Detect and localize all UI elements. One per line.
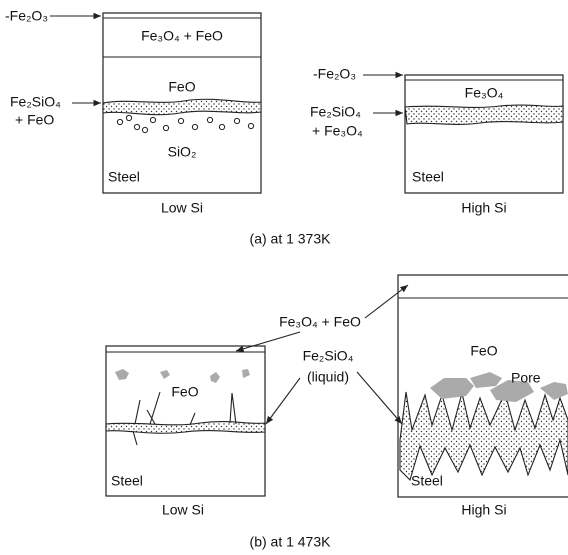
label: Fe₂SiO₄ xyxy=(303,348,354,364)
cracks xyxy=(133,392,236,445)
pores xyxy=(430,372,568,402)
caption: High Si xyxy=(461,502,506,518)
label: Fe₃O₄ + FeO xyxy=(279,314,361,330)
label: + FeO xyxy=(15,112,54,128)
interface-band xyxy=(405,105,563,124)
particles xyxy=(117,115,253,132)
interface-band xyxy=(103,99,261,114)
arrow xyxy=(357,372,402,424)
label: + Fe₃O₄ xyxy=(312,123,363,139)
arrow xyxy=(365,285,408,318)
label: Steel xyxy=(412,169,444,185)
label: Fe₃O₄ + FeO xyxy=(141,28,223,44)
arrow xyxy=(236,332,300,351)
label: Fe₂SiO₄ xyxy=(310,104,361,120)
label: Steel xyxy=(111,473,143,489)
label: Steel xyxy=(108,169,140,185)
pores xyxy=(115,369,250,383)
panel-b-low: FeO Steel Low Si xyxy=(106,346,265,518)
label: Fe₂SiO₄ xyxy=(10,94,61,110)
label: Steel xyxy=(411,473,443,489)
label: SiO₂ xyxy=(168,144,197,160)
label: (liquid) xyxy=(307,369,349,385)
label: Pore xyxy=(511,370,541,386)
label: -Fe₂O₃ xyxy=(313,66,356,82)
caption: (a) at 1 373K xyxy=(250,231,332,247)
caption: (b) at 1 473K xyxy=(250,534,332,550)
label: Fe₃O₄ xyxy=(465,85,504,101)
label: FeO xyxy=(470,343,497,359)
label: -Fe₂O₃ xyxy=(5,8,48,24)
caption: High Si xyxy=(461,200,506,216)
panel-a-high: -Fe₂O₃ Fe₃O₄ Fe₂SiO₄ + Fe₃O₄ Steel High … xyxy=(310,66,563,216)
panel-a-low: -Fe₂O₃ Fe₃O₄ + FeO FeO Fe₂SiO₄ + FeO SiO… xyxy=(5,8,261,216)
caption: Low Si xyxy=(161,200,203,216)
arrow xyxy=(266,378,300,424)
diagram: -Fe₂O₃ Fe₃O₄ + FeO FeO Fe₂SiO₄ + FeO SiO… xyxy=(0,0,568,555)
caption: Low Si xyxy=(162,502,204,518)
label: FeO xyxy=(171,384,198,400)
interface-band xyxy=(400,392,568,480)
interface-band xyxy=(106,422,265,434)
panel-b-high: FeO Pore Steel High Si xyxy=(398,275,568,518)
label: FeO xyxy=(168,79,195,95)
